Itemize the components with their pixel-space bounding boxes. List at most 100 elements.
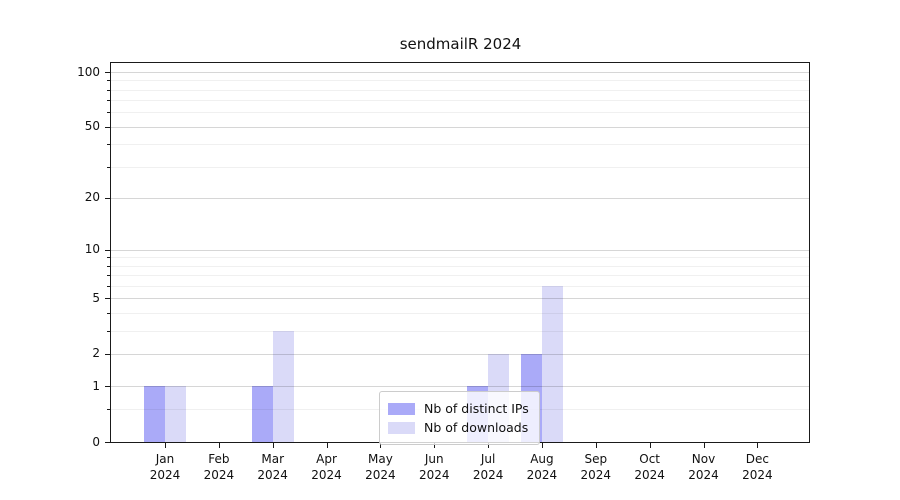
x-tick <box>434 443 436 448</box>
y-tick-minor <box>107 275 110 277</box>
y-gridline-minor <box>111 285 809 287</box>
x-tick <box>165 443 166 448</box>
x-tick-label-year: 2024 <box>257 468 288 482</box>
x-tick-label: Aug 2024 <box>511 451 573 483</box>
x-tick-label-year: 2024 <box>203 468 235 482</box>
x-tick-label-month: Dec <box>745 452 769 466</box>
x-tick-label-month: Jan <box>155 452 175 466</box>
bar-downloads-mar <box>272 330 294 442</box>
x-tick <box>703 443 705 448</box>
y-tick <box>105 126 110 128</box>
x-tick-label-month: Feb <box>208 452 230 466</box>
y-tick-minor <box>107 312 110 314</box>
y-tick-minor <box>107 257 110 259</box>
y-tick-label: 20 <box>84 190 100 205</box>
y-gridline-minor <box>111 144 809 146</box>
x-tick-label-year: 2024 <box>580 468 612 482</box>
x-tick-label: Apr 2024 <box>296 451 358 483</box>
bar-distinct-ips-jan <box>144 386 165 442</box>
x-tick-label: Mar 2024 <box>242 451 304 483</box>
x-tick-label-month: Aug <box>530 452 554 466</box>
x-tick-label: Oct 2024 <box>619 451 681 483</box>
x-tick-label: May 2024 <box>349 451 411 483</box>
x-tick-label-month: Nov <box>691 452 716 466</box>
x-tick-label-month: Apr <box>316 452 337 466</box>
legend-label-downloads: Nb of downloads <box>424 420 529 435</box>
y-tick-minor <box>107 144 110 146</box>
y-tick-minor <box>107 285 110 287</box>
y-tick <box>105 442 110 443</box>
x-tick <box>218 443 220 448</box>
bar-downloads-aug <box>541 285 563 442</box>
y-gridline <box>111 353 809 355</box>
legend: Nb of distinct IPs Nb of downloads <box>379 391 540 445</box>
y-gridline-minor <box>111 100 809 102</box>
y-tick-label: 5 <box>92 290 100 305</box>
y-tick-minor <box>107 80 110 82</box>
x-tick <box>272 443 274 448</box>
x-tick <box>541 443 543 448</box>
x-tick-label: Dec 2024 <box>726 451 788 483</box>
x-tick <box>757 443 759 448</box>
y-gridline-minor <box>111 112 809 114</box>
x-tick-label-year: 2024 <box>526 468 558 482</box>
y-gridline <box>111 386 809 388</box>
legend-label-distinct-ips: Nb of distinct IPs <box>424 401 529 416</box>
x-tick-label-month: May <box>367 452 393 466</box>
y-tick-label: 100 <box>77 64 100 79</box>
x-tick-label-year: 2024 <box>742 468 773 482</box>
y-gridline <box>111 249 809 251</box>
x-tick-label: Jul 2024 <box>457 451 519 483</box>
y-tick-minor <box>107 330 110 332</box>
x-tick-label-year: 2024 <box>311 468 342 482</box>
x-tick-label: Jan 2024 <box>134 451 196 483</box>
y-tick-label: 1 <box>92 378 100 393</box>
legend-item-distinct-ips: Nb of distinct IPs <box>388 400 529 417</box>
bar-distinct-ips-mar <box>251 386 273 442</box>
legend-swatch-distinct-ips <box>388 402 415 415</box>
y-tick <box>105 197 110 199</box>
y-gridline-minor <box>111 330 809 332</box>
y-tick-minor <box>107 166 110 168</box>
y-gridline <box>111 298 809 300</box>
y-tick-label: 0 <box>92 434 100 449</box>
y-tick-minor <box>107 89 110 91</box>
x-tick-label: Feb 2024 <box>188 451 250 483</box>
y-gridline-minor <box>111 89 809 91</box>
y-tick-minor <box>107 265 110 267</box>
y-gridline-minor <box>111 312 809 314</box>
y-tick-label: 50 <box>84 119 100 134</box>
y-tick <box>105 353 110 355</box>
x-tick-label-month: Mar <box>261 452 284 466</box>
y-gridline <box>111 72 809 73</box>
y-tick-minor <box>107 409 110 411</box>
y-gridline-minor <box>111 80 809 82</box>
y-gridline <box>111 197 809 199</box>
x-tick-label-year: 2024 <box>688 468 719 482</box>
x-tick <box>595 443 597 448</box>
x-tick <box>649 443 651 448</box>
x-tick-label-month: Sep <box>584 452 608 466</box>
plot-area: Nb of distinct IPs Nb of downloads <box>110 62 810 445</box>
x-tick-label: Sep 2024 <box>565 451 627 483</box>
x-tick-label-month: Oct <box>639 452 661 466</box>
x-tick-label-month: Jul <box>480 452 496 466</box>
y-tick <box>105 72 110 73</box>
x-tick-label-year: 2024 <box>149 468 181 482</box>
x-tick-label-year: 2024 <box>365 468 396 482</box>
x-tick-label: Jun 2024 <box>403 451 465 483</box>
chart-title: sendmailR 2024 <box>399 35 522 53</box>
y-tick-label: 2 <box>92 346 100 361</box>
y-tick <box>105 249 110 251</box>
y-tick-label: 10 <box>84 242 100 257</box>
y-gridline-minor <box>111 257 809 259</box>
x-tick <box>380 443 382 448</box>
y-gridline-minor <box>111 265 809 267</box>
legend-item-downloads: Nb of downloads <box>388 419 529 436</box>
y-gridline-minor <box>111 166 809 168</box>
x-tick-label: Nov 2024 <box>673 451 735 483</box>
x-tick <box>488 443 490 448</box>
y-gridline-minor <box>111 275 809 277</box>
x-tick-label-year: 2024 <box>418 468 450 482</box>
